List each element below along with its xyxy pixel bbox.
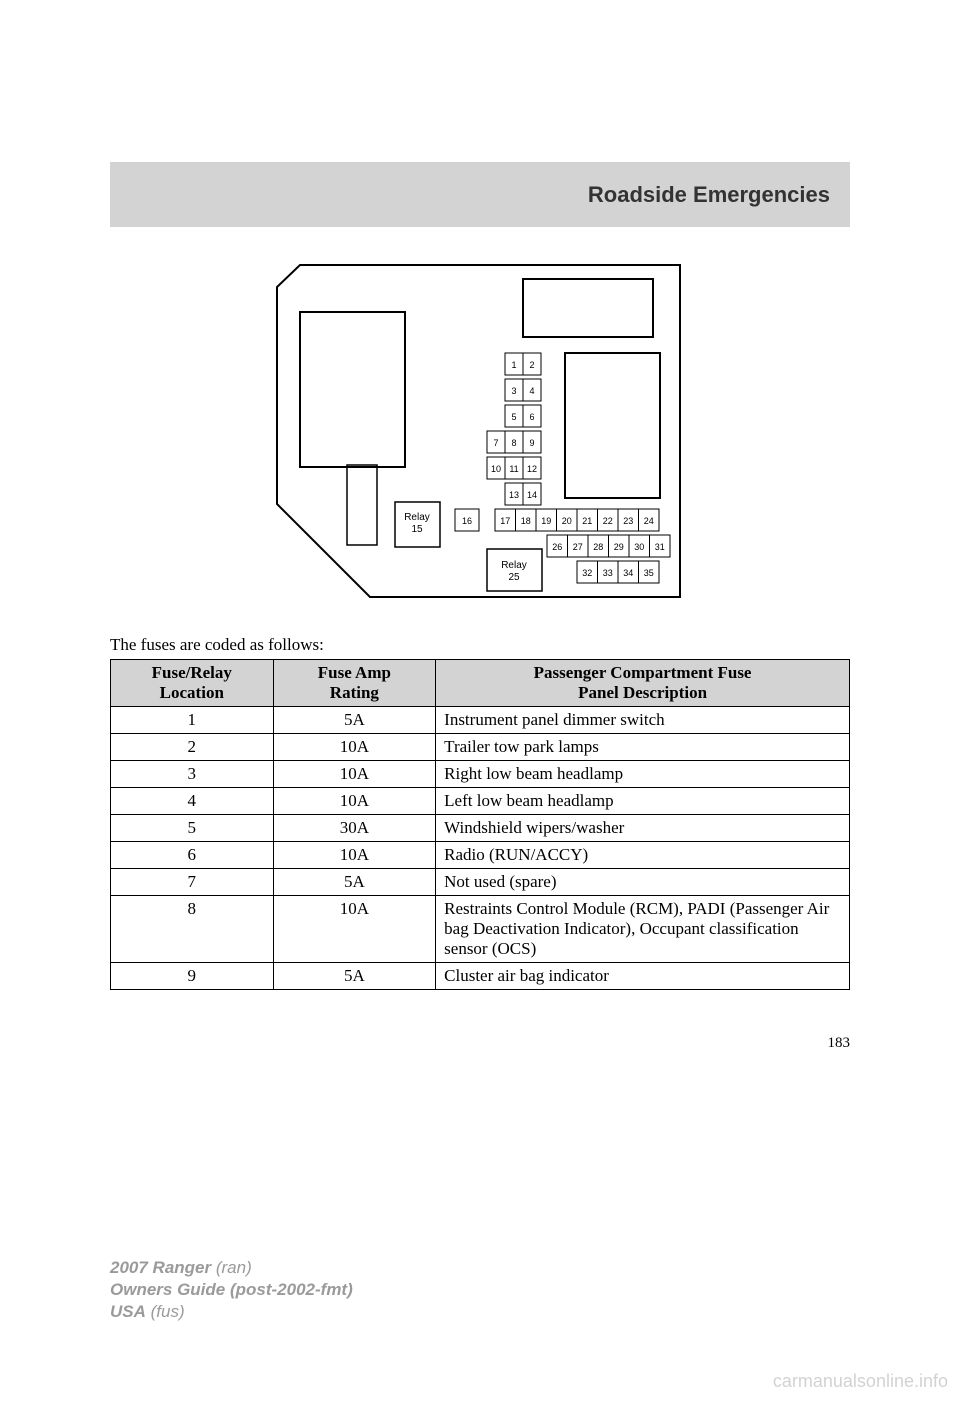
cell-desc: Right low beam headlamp: [436, 761, 850, 788]
cell-loc: 4: [111, 788, 274, 815]
table-row: 7 5A Not used (spare): [111, 869, 850, 896]
svg-text:27: 27: [573, 542, 583, 552]
svg-text:26: 26: [552, 542, 562, 552]
svg-text:34: 34: [623, 568, 633, 578]
svg-text:31: 31: [655, 542, 665, 552]
svg-text:3: 3: [511, 386, 516, 396]
svg-text:7: 7: [493, 438, 498, 448]
footer-model: 2007 Ranger: [110, 1258, 211, 1277]
col-header-desc: Passenger Compartment FusePanel Descript…: [436, 660, 850, 707]
svg-text:16: 16: [462, 516, 472, 526]
svg-text:32: 32: [582, 568, 592, 578]
cell-desc: Cluster air bag indicator: [436, 963, 850, 990]
svg-text:33: 33: [603, 568, 613, 578]
svg-text:9: 9: [529, 438, 534, 448]
svg-text:20: 20: [562, 516, 572, 526]
svg-text:23: 23: [623, 516, 633, 526]
cell-amp: 5A: [273, 963, 436, 990]
svg-text:6: 6: [529, 412, 534, 422]
cell-amp: 10A: [273, 761, 436, 788]
svg-text:12: 12: [527, 464, 537, 474]
footer-region-code: (fus): [146, 1302, 185, 1321]
table-row: 8 10A Restraints Control Module (RCM), P…: [111, 896, 850, 963]
table-row: 6 10A Radio (RUN/ACCY): [111, 842, 850, 869]
svg-text:17: 17: [500, 516, 510, 526]
footer-block: 2007 Ranger (ran) Owners Guide (post-200…: [110, 1257, 353, 1323]
cell-desc: Left low beam headlamp: [436, 788, 850, 815]
cell-desc: Radio (RUN/ACCY): [436, 842, 850, 869]
cell-loc: 2: [111, 734, 274, 761]
svg-text:10: 10: [491, 464, 501, 474]
header-band: Roadside Emergencies: [110, 162, 850, 227]
cell-amp: 5A: [273, 869, 436, 896]
cell-desc: Windshield wipers/washer: [436, 815, 850, 842]
col-header-location: Fuse/RelayLocation: [111, 660, 274, 707]
cell-loc: 1: [111, 707, 274, 734]
svg-text:21: 21: [582, 516, 592, 526]
cell-desc: Trailer tow park lamps: [436, 734, 850, 761]
footer-guide: Owners Guide (post-2002-fmt): [110, 1280, 353, 1299]
cell-amp: 10A: [273, 896, 436, 963]
svg-text:22: 22: [603, 516, 613, 526]
watermark: carmanualsonline.info: [773, 1371, 948, 1392]
cell-loc: 6: [111, 842, 274, 869]
fuse-panel-svg: Relay 15 Relay 25 1 2 3 4 5 6 7 8 9: [265, 257, 695, 607]
cell-loc: 5: [111, 815, 274, 842]
table-row: 5 30A Windshield wipers/washer: [111, 815, 850, 842]
col-header-amp: Fuse AmpRating: [273, 660, 436, 707]
cell-desc: Instrument panel dimmer switch: [436, 707, 850, 734]
svg-text:18: 18: [521, 516, 531, 526]
svg-text:14: 14: [527, 490, 537, 500]
table-row: 4 10A Left low beam headlamp: [111, 788, 850, 815]
table-row: 3 10A Right low beam headlamp: [111, 761, 850, 788]
svg-text:4: 4: [529, 386, 534, 396]
cell-loc: 8: [111, 896, 274, 963]
cell-loc: 3: [111, 761, 274, 788]
cell-desc: Restraints Control Module (RCM), PADI (P…: [436, 896, 850, 963]
svg-text:19: 19: [541, 516, 551, 526]
svg-text:15: 15: [411, 524, 423, 535]
svg-text:11: 11: [509, 464, 518, 474]
svg-text:1: 1: [511, 360, 516, 370]
svg-text:5: 5: [511, 412, 516, 422]
footer-region: USA: [110, 1302, 146, 1321]
table-row: 9 5A Cluster air bag indicator: [111, 963, 850, 990]
page-title: Roadside Emergencies: [588, 182, 830, 208]
svg-text:28: 28: [593, 542, 603, 552]
svg-text:Relay: Relay: [404, 512, 430, 523]
svg-text:30: 30: [634, 542, 644, 552]
svg-text:25: 25: [508, 572, 520, 583]
svg-text:2: 2: [529, 360, 534, 370]
cell-amp: 30A: [273, 815, 436, 842]
cell-amp: 5A: [273, 707, 436, 734]
table-caption: The fuses are coded as follows:: [110, 635, 850, 655]
page-number: 183: [110, 1035, 850, 1052]
svg-text:29: 29: [614, 542, 624, 552]
fuse-table: Fuse/RelayLocation Fuse AmpRating Passen…: [110, 659, 850, 990]
cell-loc: 7: [111, 869, 274, 896]
svg-text:8: 8: [511, 438, 516, 448]
svg-text:13: 13: [509, 490, 519, 500]
svg-text:24: 24: [644, 516, 654, 526]
cell-amp: 10A: [273, 788, 436, 815]
fuse-diagram: Relay 15 Relay 25 1 2 3 4 5 6 7 8 9: [110, 257, 850, 607]
cell-amp: 10A: [273, 734, 436, 761]
cell-amp: 10A: [273, 842, 436, 869]
svg-text:35: 35: [644, 568, 654, 578]
table-row: 2 10A Trailer tow park lamps: [111, 734, 850, 761]
svg-text:Relay: Relay: [501, 560, 527, 571]
table-row: 1 5A Instrument panel dimmer switch: [111, 707, 850, 734]
cell-desc: Not used (spare): [436, 869, 850, 896]
footer-model-code: (ran): [211, 1258, 252, 1277]
cell-loc: 9: [111, 963, 274, 990]
